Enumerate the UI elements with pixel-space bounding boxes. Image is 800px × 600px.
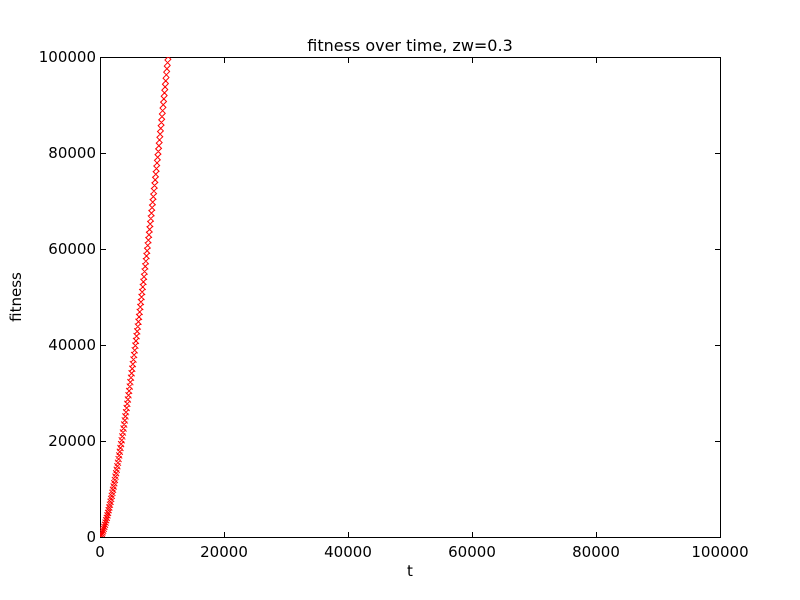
y-axis-label-box: fitness [2, 57, 30, 537]
y-tick-label: 80000 [48, 144, 96, 162]
chart-title: fitness over time, zw=0.3 [307, 36, 513, 55]
x-tick-label: 0 [95, 543, 105, 561]
x-tick-label: 80000 [572, 543, 620, 561]
y-axis-label: fitness [7, 272, 26, 322]
x-tick-label: 60000 [448, 543, 496, 561]
x-axis-label: t [407, 562, 413, 580]
scatter-markers [100, 57, 172, 537]
y-tick-label: 0 [86, 528, 96, 546]
y-tick-label: 100000 [38, 48, 96, 66]
y-tick-label: 60000 [48, 240, 96, 258]
x-tick-label: 40000 [324, 543, 372, 561]
x-tick-label: 20000 [200, 543, 248, 561]
y-tick-label: 40000 [48, 336, 96, 354]
y-tick-label: 20000 [48, 432, 96, 450]
scatter-series-fitness [100, 57, 172, 537]
axis-ticks [100, 57, 721, 538]
plot-border [100, 57, 721, 538]
x-tick-label: 100000 [691, 543, 749, 561]
